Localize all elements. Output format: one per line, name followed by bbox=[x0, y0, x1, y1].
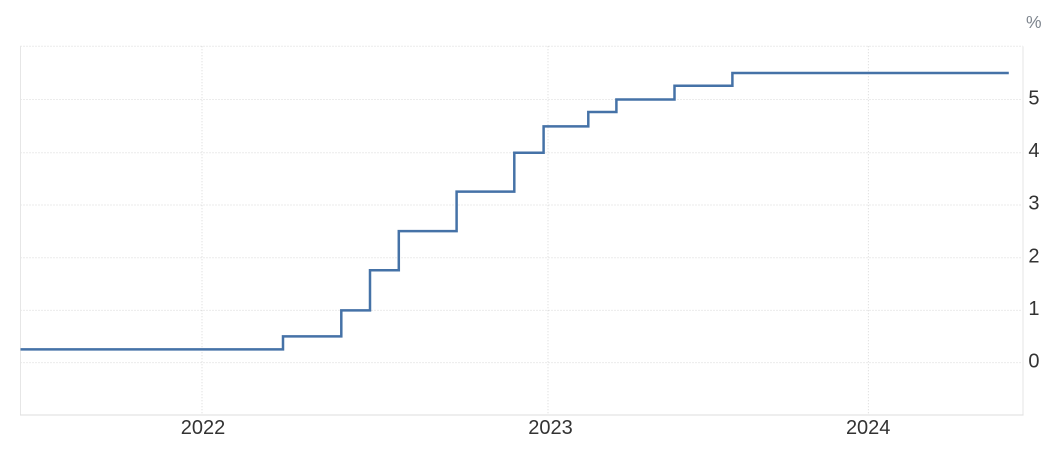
svg-text:2023: 2023 bbox=[528, 417, 573, 439]
svg-text:1: 1 bbox=[1028, 298, 1039, 320]
svg-text:3: 3 bbox=[1028, 193, 1039, 215]
svg-text:%: % bbox=[1026, 12, 1042, 32]
svg-text:0: 0 bbox=[1028, 351, 1039, 373]
svg-text:2024: 2024 bbox=[846, 417, 891, 439]
svg-text:2: 2 bbox=[1028, 245, 1039, 267]
svg-text:2022: 2022 bbox=[181, 417, 226, 439]
svg-text:5: 5 bbox=[1028, 87, 1039, 109]
svg-text:4: 4 bbox=[1028, 140, 1039, 162]
